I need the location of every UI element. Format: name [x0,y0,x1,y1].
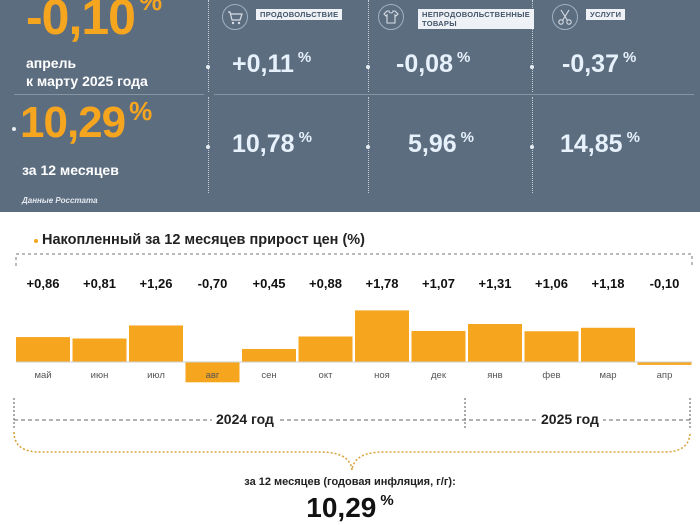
bullet-dot [206,65,210,69]
title-bracket [15,253,693,266]
bullet-dot [366,145,370,149]
value-label: +1,31 [479,276,512,291]
column-divider [532,0,533,92]
bar-авг [185,362,240,383]
bullet-dot [530,65,534,69]
bar-дек [411,330,466,362]
nonfood-monthly-value: -0,08% [396,49,471,78]
bullet-dot [530,145,534,149]
month-label: дек [431,370,447,381]
bar-янв [468,324,522,362]
month-label: сен [261,370,276,381]
month-label: июн [91,370,109,381]
value-label: +0,86 [27,276,60,291]
bar-ноя [355,310,409,362]
category-label-nonfood: НЕПРОДОВОЛЬСТВЕННЫЕ ТОВАРЫ [418,9,535,29]
value-label: +1,07 [422,276,455,291]
year-label-1: 2025 год [537,411,603,427]
value-label: -0,10 [650,276,680,291]
services-annual-value: 14,85% [560,129,640,158]
value-label: +1,78 [366,276,399,291]
value-label: -0,70 [198,276,228,291]
monthly-inflation-label: апрель к марту 2025 года [26,55,148,89]
annual-inflation-label: за 12 месяцев [22,162,119,178]
bullet-dot [366,65,370,69]
value-label: +1,06 [535,276,568,291]
services-monthly-value: -0,37% [562,49,637,78]
annual-brace [13,431,691,471]
title-bullet [34,239,38,243]
annual-inflation-total: 10,29% [306,492,394,523]
bar-фев [524,331,579,362]
bar-июн [72,338,127,362]
column-divider [208,0,209,92]
month-label: фев [542,370,560,381]
month-label: апр [657,370,673,381]
month-label: окт [319,370,334,381]
bars-group: +0,86 май +0,81 июн +1,26 июл -0,70 авг +0,45 сен… [16,276,692,383]
month-label: авг [206,370,220,381]
value-label: +1,26 [140,276,173,291]
divider-line [14,94,204,95]
divider-line [214,94,694,95]
summary-panel: -0,10% апрель к марту 2025 года 10,29% за… [0,0,700,212]
value-label: +0,88 [309,276,342,291]
annual-caption: за 12 месяцев (годовая инфляция, г/г): [244,476,456,488]
month-label: май [34,370,51,381]
food-monthly-value: +0,11% [232,49,312,78]
nonfood-annual-value: 5,96% [408,129,475,158]
value-label: +1,18 [592,276,625,291]
bar-май [16,337,70,362]
value-label: +0,45 [253,276,286,291]
month-label: ноя [374,370,390,381]
shopping-cart-icon [222,4,248,30]
month-label: июл [147,370,165,381]
bar-окт [298,336,353,362]
bar-апр [637,362,692,365]
bullet-dot [12,127,16,131]
clothing-icon [378,4,404,30]
bar-мар [581,327,635,362]
chart-title: Накопленный за 12 месяцев прирост цен (%… [42,232,366,248]
value-label: +0,81 [83,276,116,291]
year-label-0: 2024 год [212,411,278,427]
bullet-dot [206,145,210,149]
scissors-icon [552,4,578,30]
food-annual-value: 10,78% [232,129,312,158]
annual-inflation-value: 10,29% [20,96,152,147]
category-label-food: ПРОДОВОЛЬСТВИЕ [256,9,343,20]
bar-сен [242,348,296,362]
bar-июл [129,325,183,362]
data-source: Данные Росстата [22,196,98,205]
category-label-services: УСЛУГИ [586,9,626,20]
monthly-inflation-value: -0,10% [26,0,162,45]
month-label: янв [487,370,502,381]
month-label: мар [599,370,616,381]
column-divider [368,0,369,92]
